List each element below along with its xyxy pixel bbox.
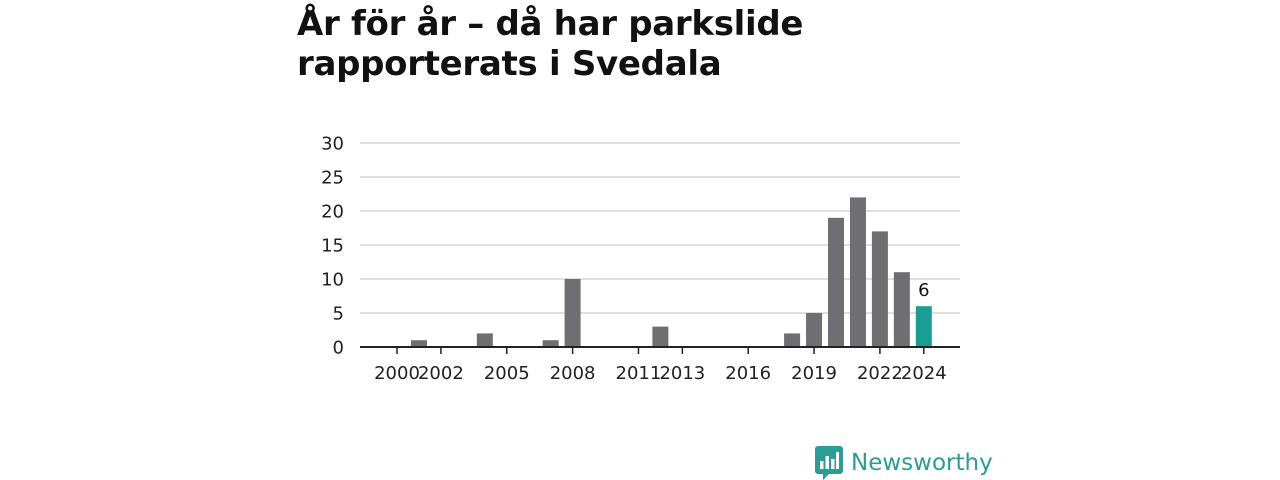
x-tick-label: 2016: [725, 363, 771, 384]
data-labels: 6: [918, 280, 929, 301]
chart-title: År för år – då har parkslide rapporterat…: [297, 4, 804, 84]
x-tick-label: 2013: [659, 363, 705, 384]
bar-2024: [915, 306, 932, 347]
x-tick-label: 2019: [791, 363, 837, 384]
x-tick-label: 2008: [550, 363, 596, 384]
y-tick-label: 30: [321, 134, 344, 155]
x-tick-label: 2011: [616, 363, 662, 384]
x-tick-label: 2024: [901, 363, 947, 384]
bar-2021: [849, 197, 866, 347]
y-axis-labels: 0 5 10 15 20 25 30: [321, 134, 344, 359]
x-tick-label: 2005: [484, 363, 530, 384]
y-tick-label: 5: [333, 304, 344, 325]
bar-2019: [806, 313, 823, 347]
gridlines: [360, 142, 960, 314]
y-tick-label: 15: [321, 236, 344, 257]
bar-2023: [893, 272, 910, 347]
y-tick-label: 0: [333, 338, 344, 359]
newsworthy-logo-icon: [815, 446, 843, 480]
bar-2018: [784, 333, 801, 347]
bars: [410, 197, 932, 347]
bar-2007: [542, 340, 559, 347]
x-tick-label: 2022: [857, 363, 903, 384]
axes: [360, 346, 960, 354]
x-tick-label: 2002: [418, 363, 464, 384]
bar-2008: [564, 279, 581, 347]
brand-name: Newsworthy: [851, 450, 993, 476]
bar-2022: [871, 231, 888, 347]
newsworthy-brand: Newsworthy: [815, 446, 993, 480]
bar-2012: [652, 326, 669, 347]
data-label-2024: 6: [918, 280, 929, 301]
bar-2004: [476, 333, 493, 347]
x-tick-label: 2000: [374, 363, 420, 384]
y-tick-label: 25: [321, 168, 344, 189]
y-tick-label: 20: [321, 202, 344, 223]
bar-2001: [410, 340, 427, 347]
bar-2020: [828, 217, 844, 347]
y-tick-label: 10: [321, 270, 344, 291]
